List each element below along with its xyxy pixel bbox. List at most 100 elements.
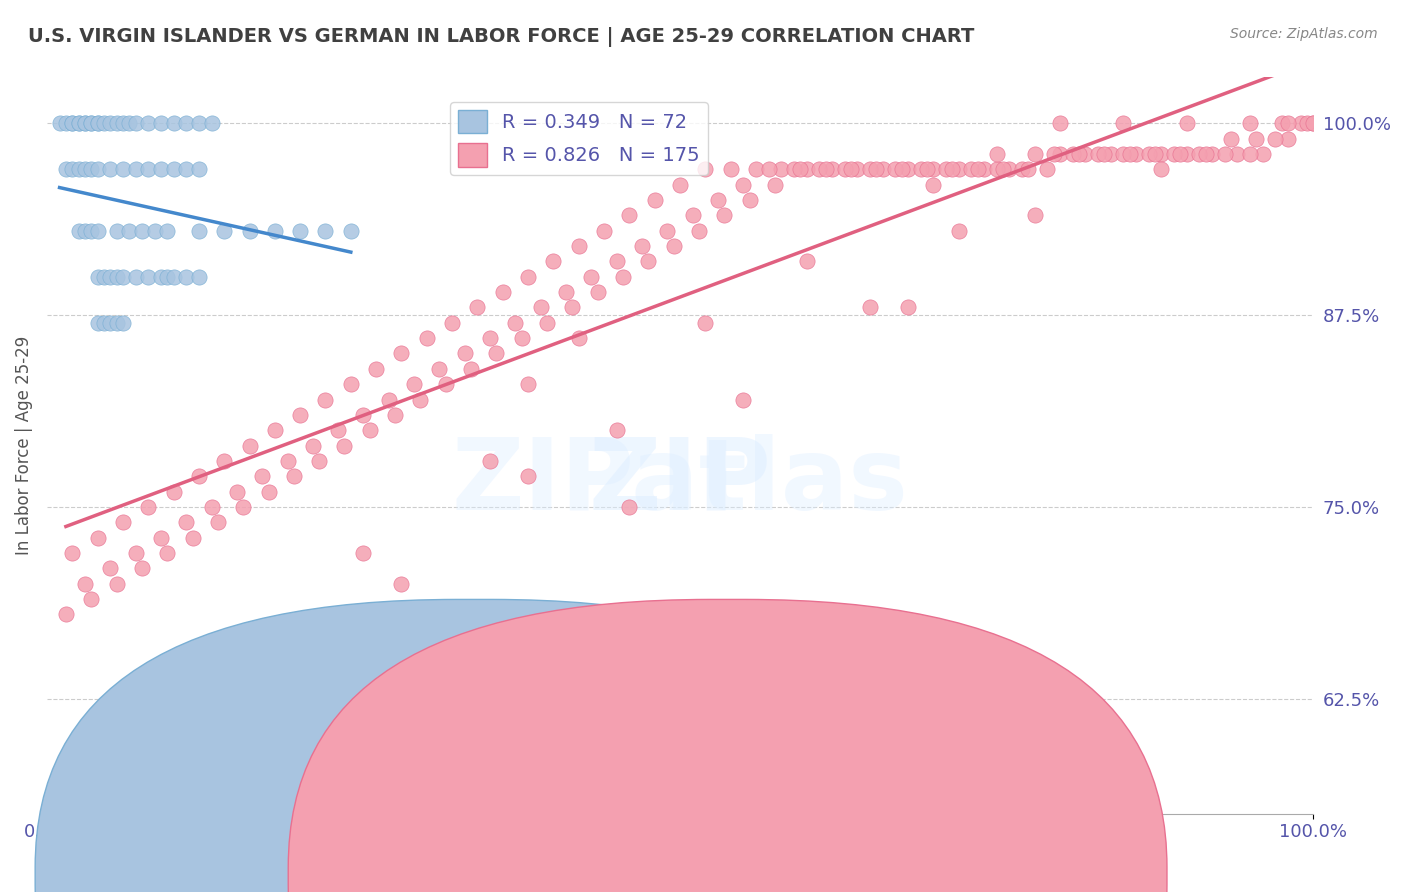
Point [391,576,413,591]
Point [328,423,350,437]
Point [479,331,502,345]
Point [536,316,558,330]
Point [568,331,591,345]
Point [200,116,222,130]
Point [111,269,134,284]
Point [543,254,565,268]
Point [333,438,356,452]
Point [1271,116,1294,130]
Point [98,316,121,330]
Point [593,224,616,238]
Point [257,484,280,499]
Point [492,285,515,300]
Point [505,316,527,330]
Point [156,546,179,560]
Point [86,531,108,545]
Point [1302,116,1324,130]
Point [631,239,654,253]
Point [308,454,330,468]
Point [409,392,432,407]
Point [67,224,90,238]
Point [688,224,710,238]
Point [922,162,945,177]
Point [174,162,197,177]
Point [149,269,172,284]
Point [1188,147,1211,161]
Point [86,162,108,177]
Point [124,776,146,790]
Point [1246,132,1268,146]
Point [225,484,247,499]
Point [48,116,70,130]
Point [156,269,179,284]
Point [619,500,641,514]
Point [1251,147,1274,161]
Point [1239,116,1261,130]
Point [187,116,209,130]
Point [359,423,381,437]
Point [98,162,121,177]
Point [60,116,83,130]
Point [581,269,603,284]
Point [73,116,96,130]
Point [162,269,184,284]
Point [131,561,153,575]
Point [1213,147,1236,161]
Point [391,346,413,360]
Point [821,162,844,177]
Point [1296,116,1319,130]
Point [662,239,685,253]
Point [111,162,134,177]
Point [162,162,184,177]
Point [1112,116,1135,130]
Point [250,469,273,483]
Point [73,224,96,238]
Point [283,469,305,483]
Point [1092,147,1115,161]
Point [136,116,159,130]
Text: U.S. VIRGIN ISLANDER VS GERMAN IN LABOR FORCE | AGE 25-29 CORRELATION CHART: U.S. VIRGIN ISLANDER VS GERMAN IN LABOR … [28,27,974,46]
Point [922,178,945,192]
Point [530,301,553,315]
Point [86,224,108,238]
Point [935,162,957,177]
Point [301,438,323,452]
Point [986,162,1008,177]
Point [276,454,298,468]
Point [733,392,755,407]
Point [1194,147,1216,161]
Point [695,316,717,330]
Point [758,162,780,177]
Point [55,162,77,177]
Point [67,116,90,130]
Point [111,116,134,130]
Point [98,269,121,284]
Point [713,209,735,223]
Point [174,515,197,529]
Point [859,162,882,177]
Point [669,178,692,192]
Point [517,377,540,392]
Point [124,269,146,284]
Point [111,316,134,330]
Point [118,224,141,238]
Point [263,653,285,667]
Point [60,162,83,177]
Point [378,392,401,407]
Point [884,162,907,177]
Point [846,162,869,177]
Point [86,116,108,130]
Point [808,162,831,177]
Point [814,162,837,177]
Point [991,162,1014,177]
Point [187,162,209,177]
Point [872,162,894,177]
Point [200,500,222,514]
Point [745,162,768,177]
Point [568,239,591,253]
Point [1175,147,1198,161]
Point [859,301,882,315]
Point [353,408,375,422]
Point [1011,162,1033,177]
Point [73,116,96,130]
